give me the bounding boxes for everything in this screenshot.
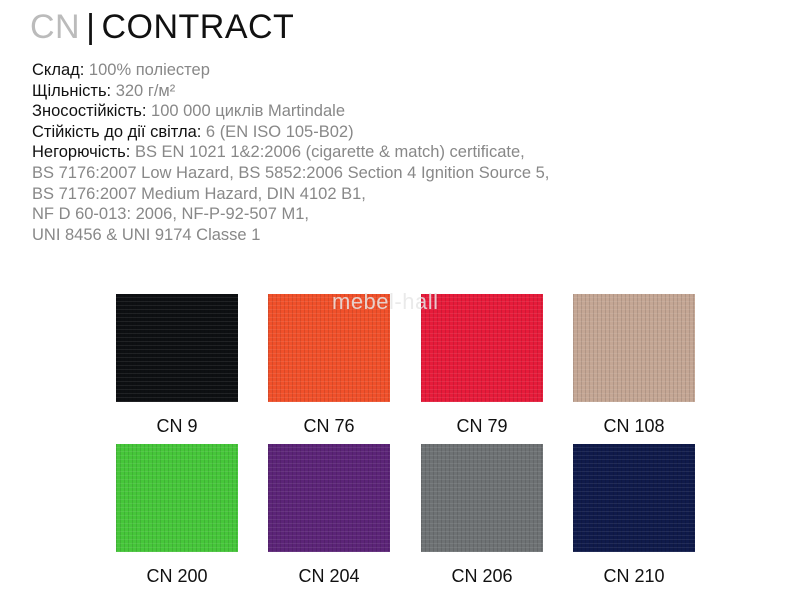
spec-value: NF D 60-013: 2006, NF-P-92-507 M1, [32, 205, 309, 224]
fabric-swatch: CN 108 [573, 294, 695, 436]
fabric-swatch: CN 200 [116, 444, 238, 586]
swatch-label: CN 79 [456, 416, 508, 436]
fabric-swatch: CN 204 [268, 444, 390, 586]
spec-value: 6 (EN ISO 105-B02) [201, 122, 354, 141]
swatch-color [573, 444, 695, 552]
swatch-color [268, 444, 390, 552]
page-title: CN | CONTRACT [30, 8, 294, 47]
specifications: Склад: 100% поліестер Щільність: 320 г/м²… [32, 60, 549, 245]
swatch-label: CN 76 [303, 416, 355, 436]
swatch-label: CN 204 [298, 566, 360, 586]
swatch-color [116, 444, 238, 552]
spec-value: BS 7176:2007 Medium Hazard, DIN 4102 B1, [32, 184, 366, 203]
collection-code: CN [30, 8, 81, 46]
swatch-label: CN 206 [451, 566, 513, 586]
swatch-color [421, 294, 543, 402]
spec-line: NF D 60-013: 2006, NF-P-92-507 M1, [32, 204, 549, 225]
spec-value: UNI 8456 & UNI 9174 Classe 1 [32, 225, 261, 244]
spec-line: Стійкість до дії світла: 6 (EN ISO 105-B… [32, 122, 549, 143]
fabric-swatch: CN 76 [268, 294, 390, 436]
spec-line: BS 7176:2007 Medium Hazard, DIN 4102 B1, [32, 184, 549, 205]
spec-value: BS EN 1021 1&2:2006 (cigarette & match) … [130, 143, 525, 162]
spec-label: Склад: [32, 61, 85, 79]
fabric-swatch: CN 9 [116, 294, 238, 436]
spec-line: Негорючість: BS EN 1021 1&2:2006 (cigare… [32, 142, 549, 163]
spec-value: 100% поліестер [84, 61, 210, 79]
spec-value: 320 г/м² [111, 81, 176, 100]
fabric-swatch: CN 206 [421, 444, 543, 586]
fabric-swatch: CN 210 [573, 444, 695, 586]
swatch-label: CN 108 [603, 416, 665, 436]
swatch-label: CN 200 [146, 566, 208, 586]
spec-line: Склад: 100% поліестер [32, 60, 549, 81]
swatch-color [421, 444, 543, 552]
spec-value: 100 000 циклів Martindale [146, 102, 346, 121]
fabric-swatch: CN 79 [421, 294, 543, 436]
spec-line: BS 7176:2007 Low Hazard, BS 5852:2006 Se… [32, 163, 549, 184]
spec-label: Зносостійкість: [32, 102, 147, 121]
swatch-label: CN 210 [603, 566, 665, 586]
spec-label: Стійкість до дії світла: [32, 122, 202, 141]
spec-line: Зносостійкість: 100 000 циклів Martindal… [32, 101, 549, 122]
spec-label: Негорючість: [32, 143, 131, 162]
swatch-color [116, 294, 238, 402]
spec-line: Щільність: 320 г/м² [32, 81, 549, 102]
watermark: mebel-hall [332, 289, 439, 314]
spec-value: BS 7176:2007 Low Hazard, BS 5852:2006 Se… [32, 163, 550, 182]
swatch-color [268, 294, 390, 402]
spec-line: UNI 8456 & UNI 9174 Classe 1 [32, 225, 549, 246]
title-separator: | [86, 8, 96, 46]
collection-name: CONTRACT [101, 8, 295, 46]
spec-label: Щільність: [32, 81, 112, 100]
swatch-label: CN 9 [156, 416, 198, 436]
swatch-color [573, 294, 695, 402]
